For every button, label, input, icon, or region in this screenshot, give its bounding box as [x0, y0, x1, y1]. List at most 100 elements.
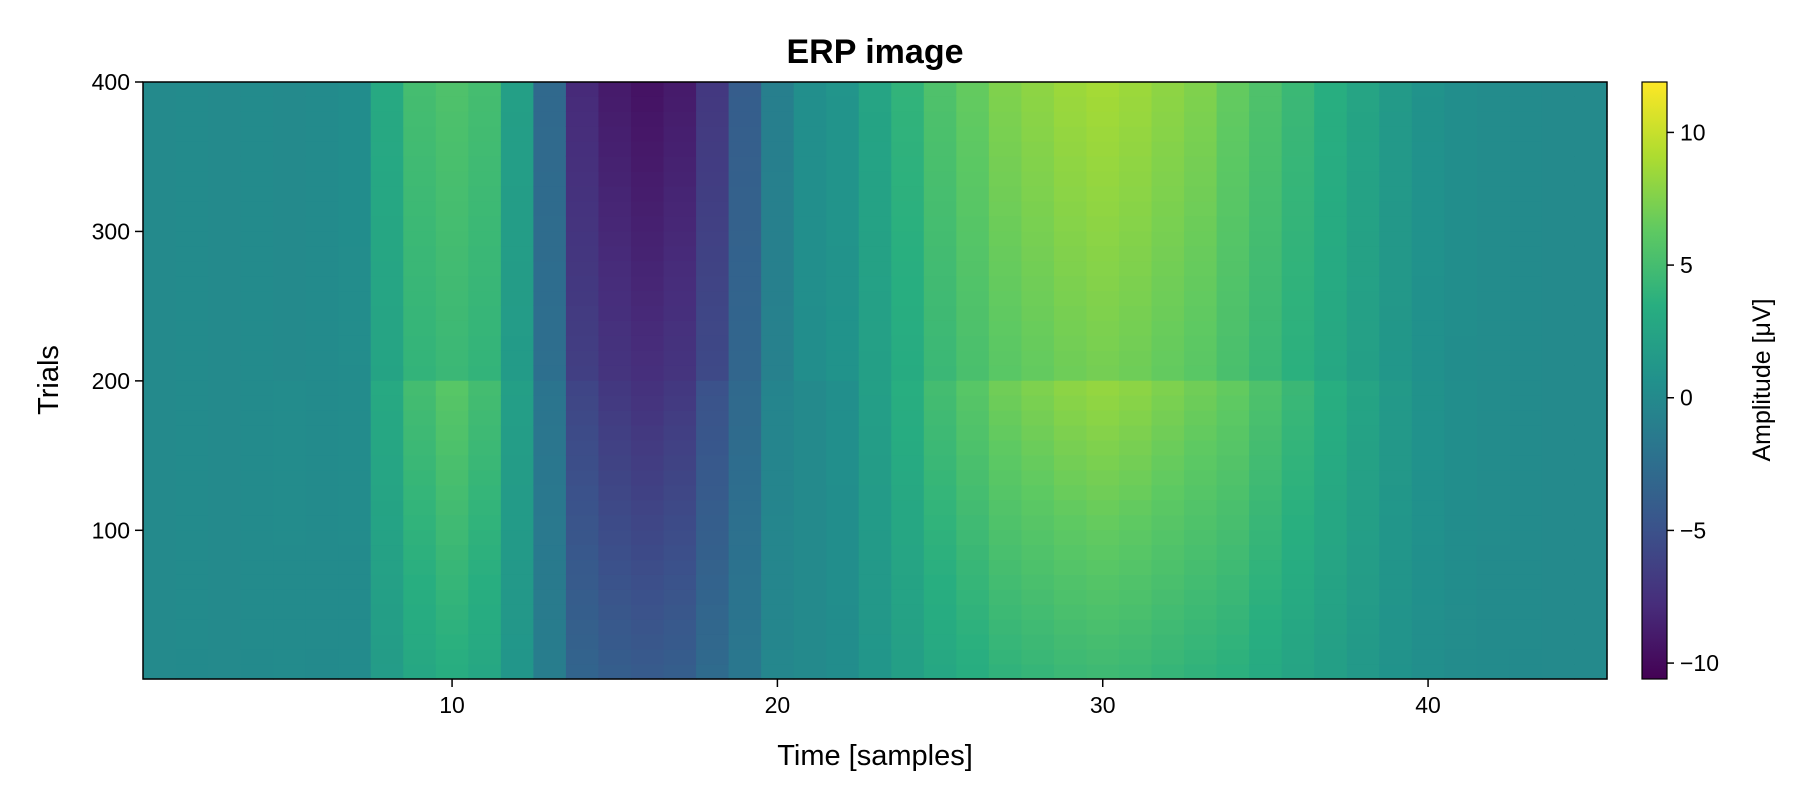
heatmap-cell [891, 499, 925, 516]
heatmap-cell [1379, 320, 1413, 336]
heatmap-cell [1509, 155, 1543, 172]
heatmap-cell [1346, 111, 1380, 127]
heatmap-cell [1151, 469, 1185, 486]
heatmap-cell [370, 82, 404, 97]
heatmap-cell [988, 484, 1022, 501]
heatmap-cell [598, 305, 632, 321]
heatmap-cell [565, 290, 600, 306]
heatmap-cell [1411, 664, 1445, 680]
heatmap-cell [663, 290, 697, 306]
heatmap-cell [500, 215, 534, 232]
heatmap-cell [1411, 499, 1445, 516]
heatmap-cell [923, 320, 957, 336]
heatmap-cell [923, 589, 957, 605]
heatmap-cell [435, 559, 469, 575]
heatmap-cell [1444, 380, 1478, 396]
heatmap-cell [631, 290, 665, 306]
heatmap-cell [1574, 454, 1608, 471]
heatmap-cell [1444, 454, 1478, 471]
heatmap-cell [1151, 141, 1185, 157]
heatmap-cell [956, 230, 990, 247]
heatmap-cell [435, 484, 469, 501]
heatmap-cell [1444, 634, 1478, 650]
heatmap-cell [1476, 185, 1510, 202]
heatmap-cell [435, 514, 469, 531]
heatmap-cell [1184, 589, 1218, 605]
heatmap-cell [338, 454, 372, 471]
heatmap-cell [468, 96, 502, 112]
heatmap-cell [793, 395, 827, 411]
heatmap-cell [1509, 395, 1543, 411]
heatmap-cell [1509, 365, 1543, 381]
heatmap-cell [858, 82, 892, 97]
heatmap-cell [1053, 559, 1088, 575]
heatmap-cell [1281, 529, 1315, 546]
heatmap-cell [761, 380, 795, 396]
heatmap-cell [533, 350, 567, 366]
heatmap-cell [1379, 544, 1413, 561]
heatmap-cell [923, 126, 957, 142]
heatmap-cell [1086, 499, 1120, 516]
heatmap-cell [1281, 126, 1315, 142]
heatmap-cell [565, 365, 600, 381]
heatmap-cell [1281, 290, 1315, 306]
heatmap-cell [1411, 305, 1445, 321]
heatmap-cell [1444, 410, 1478, 426]
heatmap-cell [1574, 82, 1608, 97]
heatmap-cell [891, 410, 925, 426]
heatmap-cell [1249, 141, 1283, 157]
heatmap-cell [1053, 335, 1088, 351]
heatmap-cell [598, 514, 632, 531]
heatmap-cell [1249, 126, 1283, 142]
heatmap-cell [1346, 230, 1380, 247]
heatmap-cell [435, 141, 469, 157]
heatmap-cell [696, 200, 730, 217]
heatmap-cell [598, 170, 632, 187]
heatmap-cell [1476, 200, 1510, 217]
heatmap-cell [1541, 514, 1576, 531]
heatmap-cell [533, 395, 567, 411]
heatmap-cell [1184, 275, 1218, 292]
heatmap-cell [1411, 589, 1445, 605]
heatmap-cell [305, 275, 339, 292]
heatmap-cell [956, 439, 990, 456]
heatmap-cell [175, 215, 209, 232]
heatmap-cell [956, 365, 990, 381]
heatmap-cell [338, 305, 372, 321]
heatmap-cell [143, 664, 177, 680]
heatmap-cell [1509, 574, 1543, 590]
heatmap-cell [1086, 604, 1120, 620]
heatmap-cell [370, 529, 404, 546]
heatmap-cell [370, 410, 404, 426]
heatmap-cell [1411, 170, 1445, 187]
heatmap-cell [500, 82, 534, 97]
heatmap-cell [143, 170, 177, 187]
heatmap-cell [208, 604, 242, 620]
heatmap-cell [1216, 544, 1250, 561]
heatmap-cell [1053, 245, 1088, 262]
heatmap-cell [1379, 424, 1413, 441]
heatmap-cell [403, 499, 437, 516]
heatmap-cell [338, 634, 372, 650]
heatmap-cell [826, 664, 860, 680]
heatmap-cell [1184, 350, 1218, 366]
heatmap-cell [435, 469, 469, 486]
heatmap-cell [500, 365, 534, 381]
heatmap-cell [468, 320, 502, 336]
heatmap-cell [696, 290, 730, 306]
heatmap-cell [631, 664, 665, 680]
heatmap-cell [143, 245, 177, 262]
heatmap-cell [305, 245, 339, 262]
heatmap-cell [1281, 634, 1315, 650]
heatmap-cell [1476, 514, 1510, 531]
heatmap-cell [728, 380, 762, 396]
heatmap-cell [1509, 619, 1543, 635]
heatmap-cell [1021, 439, 1055, 456]
heatmap-cell [403, 634, 437, 650]
heatmap-cell [923, 454, 957, 471]
heatmap-cell [1411, 230, 1445, 247]
heatmap-cell [1379, 155, 1413, 172]
heatmap-cell [208, 275, 242, 292]
heatmap-cell [273, 664, 307, 680]
heatmap-cell [208, 260, 242, 277]
